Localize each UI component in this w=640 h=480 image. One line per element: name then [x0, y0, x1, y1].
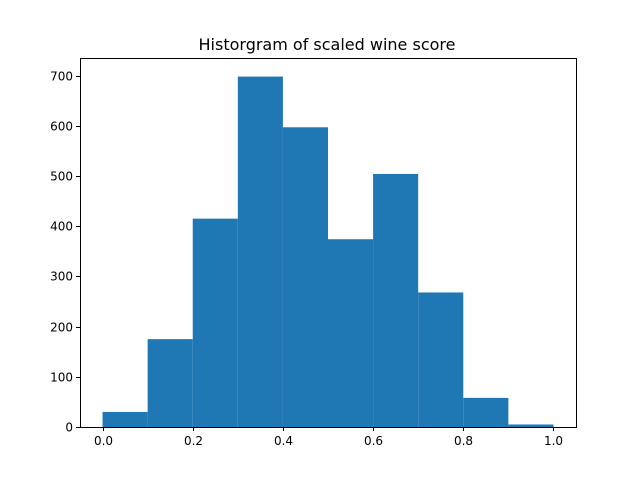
histogram-bar — [328, 239, 374, 427]
x-tick-label: 0.4 — [274, 434, 293, 448]
y-tick-label: 400 — [50, 220, 73, 234]
x-tick-label: 0.0 — [94, 434, 113, 448]
histogram-bar — [508, 424, 554, 427]
y-tick-label: 300 — [50, 270, 73, 284]
x-axis-ticks: 0.0 0.2 0.4 0.6 0.8 1.0 — [94, 427, 563, 448]
y-tick-label: 0 — [65, 421, 73, 435]
axes-frame — [80, 58, 577, 428]
x-tick-label: 0.8 — [454, 434, 473, 448]
y-tick-label: 100 — [50, 371, 73, 385]
x-tick-label: 0.2 — [184, 434, 203, 448]
chart-title: Historgram of scaled wine score — [199, 35, 456, 54]
histogram-bar — [102, 411, 148, 427]
histogram-bar — [418, 292, 464, 427]
x-tick-label: 1.0 — [544, 434, 563, 448]
histogram-bar — [192, 218, 238, 427]
histogram-bar — [463, 397, 509, 427]
y-tick-label: 500 — [50, 170, 73, 184]
histogram-bar — [147, 339, 193, 427]
histogram-bar — [282, 127, 328, 428]
y-axis-ticks: 0 100 200 300 400 500 600 700 — [50, 70, 80, 435]
histogram-bar — [373, 173, 419, 427]
y-tick-label: 700 — [50, 70, 73, 84]
y-tick-label: 200 — [50, 321, 73, 335]
bars-layer — [102, 76, 554, 428]
y-tick-label: 600 — [50, 120, 73, 134]
x-tick-label: 0.6 — [364, 434, 383, 448]
histogram-bar — [237, 76, 283, 428]
